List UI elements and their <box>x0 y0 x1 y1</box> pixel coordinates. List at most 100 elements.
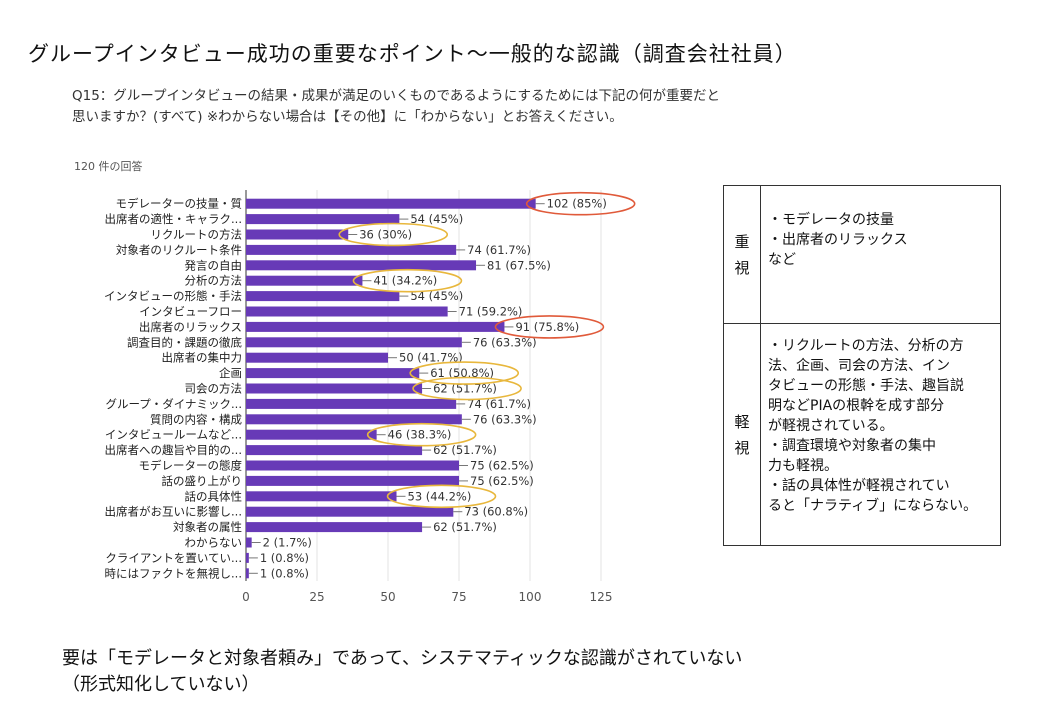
bar <box>246 321 505 332</box>
bar <box>246 506 454 517</box>
highlight-ellipse <box>525 191 636 216</box>
bar <box>246 429 377 440</box>
evaluation-table: 重 視 ・モデレータの技量 ・出席者のリラックス など 軽 視 ・リクルートの方… <box>723 185 1001 546</box>
bar <box>246 291 400 302</box>
data-label: 74 (61.7%) <box>467 397 531 411</box>
data-label: 91 (75.8%) <box>515 320 579 334</box>
bar <box>246 198 536 209</box>
chart-bars <box>246 198 536 579</box>
bar <box>246 368 420 379</box>
bar <box>246 475 459 486</box>
row-category-emphasized: 重 視 <box>724 186 761 323</box>
row-description-neglected: ・リクルートの方法、分析の方 法、企画、司会の方法、イン タビューの形態・手法、… <box>768 338 978 514</box>
data-label: 1 (0.8%) <box>260 566 309 580</box>
bar <box>246 568 249 579</box>
bar <box>246 214 400 225</box>
category-label: 出席者への趣旨や目的の... <box>105 443 242 457</box>
bar <box>246 414 462 425</box>
category-label: リクルートの方法 <box>150 228 242 242</box>
highlight-ellipse <box>352 268 463 293</box>
data-label: 54 (45%) <box>410 212 463 226</box>
category-label: インタビュールームなど... <box>105 428 242 442</box>
table-row-neglected: 軽 視 ・リクルートの方法、分析の方 法、企画、司会の方法、イン タビューの形態… <box>724 323 1000 545</box>
category-label: 司会の方法 <box>185 382 243 396</box>
x-tick-label: 25 <box>309 590 324 604</box>
bar <box>246 398 457 409</box>
bar <box>246 275 363 286</box>
conclusion-text: 要は「モデレータと対象者頼み」であって、システマティックな認識がされていない （… <box>62 648 743 695</box>
data-label: 1 (0.8%) <box>260 551 309 565</box>
response-count: 120 件の回答 <box>74 160 143 173</box>
bar <box>246 229 349 240</box>
highlight-ellipse <box>386 484 497 509</box>
data-label: 54 (45%) <box>410 289 463 303</box>
table-row-emphasized: 重 視 ・モデレータの技量 ・出席者のリラックス など <box>724 186 1000 323</box>
chart-data-labels: 102 (85%)54 (45%)36 (30%)74 (61.7%)81 (6… <box>248 197 607 580</box>
category-label: モデレーターの態度 <box>139 459 243 473</box>
category-label: 出席者がお互いに影響し... <box>105 505 242 519</box>
category-label: 対象者のリクルート条件 <box>116 243 242 257</box>
row-category-neglected: 軽 視 <box>724 324 761 545</box>
bar <box>246 306 448 317</box>
x-tick-label: 50 <box>380 590 395 604</box>
category-label: 調査目的・課題の徹底 <box>127 335 242 349</box>
chart-highlights <box>338 191 636 509</box>
chart-x-ticks: 0 25 50 75 100 125 <box>242 590 612 604</box>
data-label: 53 (44.2%) <box>408 489 472 503</box>
data-label: 2 (1.7%) <box>263 536 312 550</box>
data-label: 73 (60.8%) <box>464 505 528 519</box>
category-label: 話の盛り上がり <box>162 474 243 488</box>
category-label: 時にはファクトを無視し... <box>105 566 242 580</box>
data-label: 75 (62.5%) <box>470 459 534 473</box>
x-tick-label: 125 <box>590 590 613 604</box>
category-label: モデレーターの技量・質 <box>116 197 243 211</box>
data-label: 76 (63.3%) <box>473 412 537 426</box>
bar <box>246 383 423 394</box>
bar <box>246 537 252 548</box>
data-label: 75 (62.5%) <box>470 474 534 488</box>
x-tick-label: 75 <box>451 590 466 604</box>
category-label: 発言の自由 <box>185 258 243 272</box>
highlight-ellipse <box>366 422 477 447</box>
data-label: 62 (51.7%) <box>433 382 497 396</box>
bar <box>246 244 457 255</box>
bar <box>246 337 462 348</box>
category-label: 出席者のリラックス <box>139 320 242 334</box>
highlight-ellipse <box>338 222 449 247</box>
x-tick-label: 0 <box>242 590 250 604</box>
survey-question: Q15：グループインタビューの結果・成果が満足のいくものであるようにするためには… <box>72 88 720 125</box>
data-label: 61 (50.8%) <box>430 366 494 380</box>
data-label: 41 (34.2%) <box>373 274 437 288</box>
category-label: 分析の方法 <box>185 274 243 288</box>
bar <box>246 352 388 363</box>
category-label: 話の具体性 <box>185 489 243 503</box>
category-label: クライアントを置いてい... <box>105 551 242 565</box>
bar <box>246 491 397 502</box>
category-label: 質問の内容・構成 <box>150 412 242 426</box>
bar <box>246 552 249 563</box>
bar <box>246 522 423 533</box>
data-label: 36 (30%) <box>359 228 412 242</box>
x-tick-label: 100 <box>519 590 542 604</box>
data-label: 62 (51.7%) <box>433 443 497 457</box>
category-label: 企画 <box>219 366 242 380</box>
data-label: 102 (85%) <box>547 197 607 211</box>
data-label: 74 (61.7%) <box>467 243 531 257</box>
category-label: 出席者の集中力 <box>162 351 243 365</box>
category-label: グループ・ダイナミック... <box>105 397 242 411</box>
bar <box>246 445 423 456</box>
highlight-ellipse <box>412 376 522 401</box>
row-description-emphasized: ・モデレータの技量 ・出席者のリラックス など <box>768 212 908 268</box>
category-label: インタビューフロー <box>139 305 242 319</box>
highlight-ellipse <box>494 315 605 339</box>
data-label: 46 (38.3%) <box>388 428 452 442</box>
data-label: 62 (51.7%) <box>433 520 497 534</box>
category-label: わからない <box>185 536 243 550</box>
bar <box>246 260 477 271</box>
category-label: 対象者の属性 <box>173 520 242 534</box>
data-label: 81 (67.5%) <box>487 258 551 272</box>
category-label: 出席者の適性・キャラク... <box>105 212 242 226</box>
category-label: インタビューの形態・手法 <box>104 289 242 303</box>
